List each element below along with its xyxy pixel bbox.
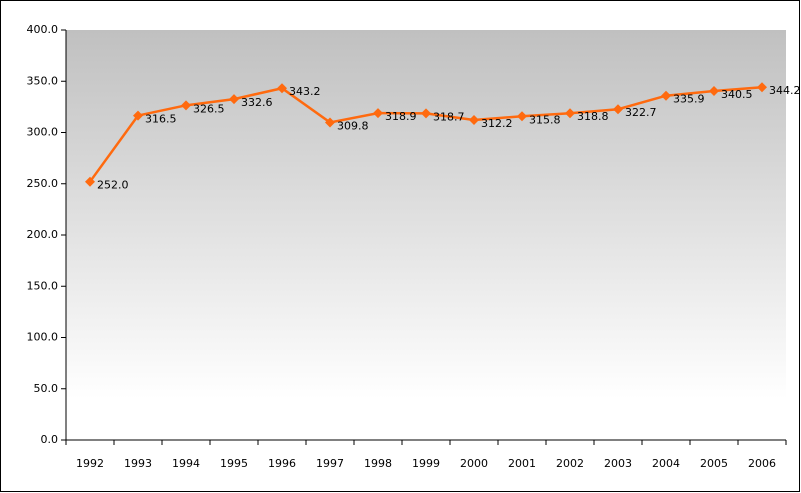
x-tick-label: 1996 [268, 457, 296, 470]
x-tick-label: 1998 [364, 457, 392, 470]
point-marker [229, 94, 239, 105]
x-tick-label: 2002 [556, 457, 584, 470]
data-label: 318.8 [577, 110, 609, 123]
point-marker [517, 111, 527, 122]
data-label: 309.8 [337, 119, 369, 132]
point-marker [565, 108, 575, 119]
data-label: 312.2 [481, 117, 513, 130]
x-tick-label: 2006 [748, 457, 776, 470]
data-label: 344.2 [769, 84, 801, 97]
x-tick-label: 1997 [316, 457, 344, 470]
data-label: 343.2 [289, 85, 321, 98]
x-tick-label: 1999 [412, 457, 440, 470]
data-label: 340.5 [721, 88, 753, 101]
data-label: 316.5 [145, 113, 177, 126]
y-tick-label: 0.0 [41, 433, 59, 446]
x-tick-label: 1992 [76, 457, 104, 470]
y-tick-label: 350.0 [27, 74, 59, 87]
y-tick-label: 50.0 [34, 382, 59, 395]
x-tick-label: 2001 [508, 457, 536, 470]
x-tick-label: 2005 [700, 457, 728, 470]
point-marker [181, 100, 191, 111]
data-label: 335.9 [673, 93, 705, 106]
point-marker [325, 117, 335, 128]
point-marker [421, 108, 431, 119]
data-label: 315.8 [529, 113, 561, 126]
y-tick-label: 200.0 [27, 228, 59, 241]
x-tick-label: 1994 [172, 457, 200, 470]
point-marker [613, 104, 623, 115]
data-label: 318.9 [385, 110, 417, 123]
y-tick-label: 100.0 [27, 331, 59, 344]
point-marker [757, 82, 767, 93]
data-label: 252.0 [97, 179, 129, 192]
plot-area [66, 30, 786, 440]
y-tick-label: 300.0 [27, 126, 59, 139]
data-label: 332.6 [241, 96, 273, 109]
data-label: 322.7 [625, 106, 657, 119]
point-marker [133, 110, 143, 121]
point-marker [373, 108, 383, 119]
data-label: 318.7 [433, 110, 465, 123]
y-tick-label: 150.0 [27, 279, 59, 292]
x-tick-label: 2000 [460, 457, 488, 470]
x-tick-label: 1993 [124, 457, 152, 470]
point-marker [709, 85, 719, 96]
data-label: 326.5 [193, 102, 225, 115]
y-tick-label: 400.0 [27, 23, 59, 36]
x-tick-label: 2003 [604, 457, 632, 470]
y-tick-label: 250.0 [27, 177, 59, 190]
point-marker [469, 114, 479, 125]
x-tick-label: 1995 [220, 457, 248, 470]
point-marker [85, 176, 95, 187]
point-marker [661, 90, 671, 101]
x-tick-label: 2004 [652, 457, 680, 470]
point-marker [277, 83, 287, 94]
